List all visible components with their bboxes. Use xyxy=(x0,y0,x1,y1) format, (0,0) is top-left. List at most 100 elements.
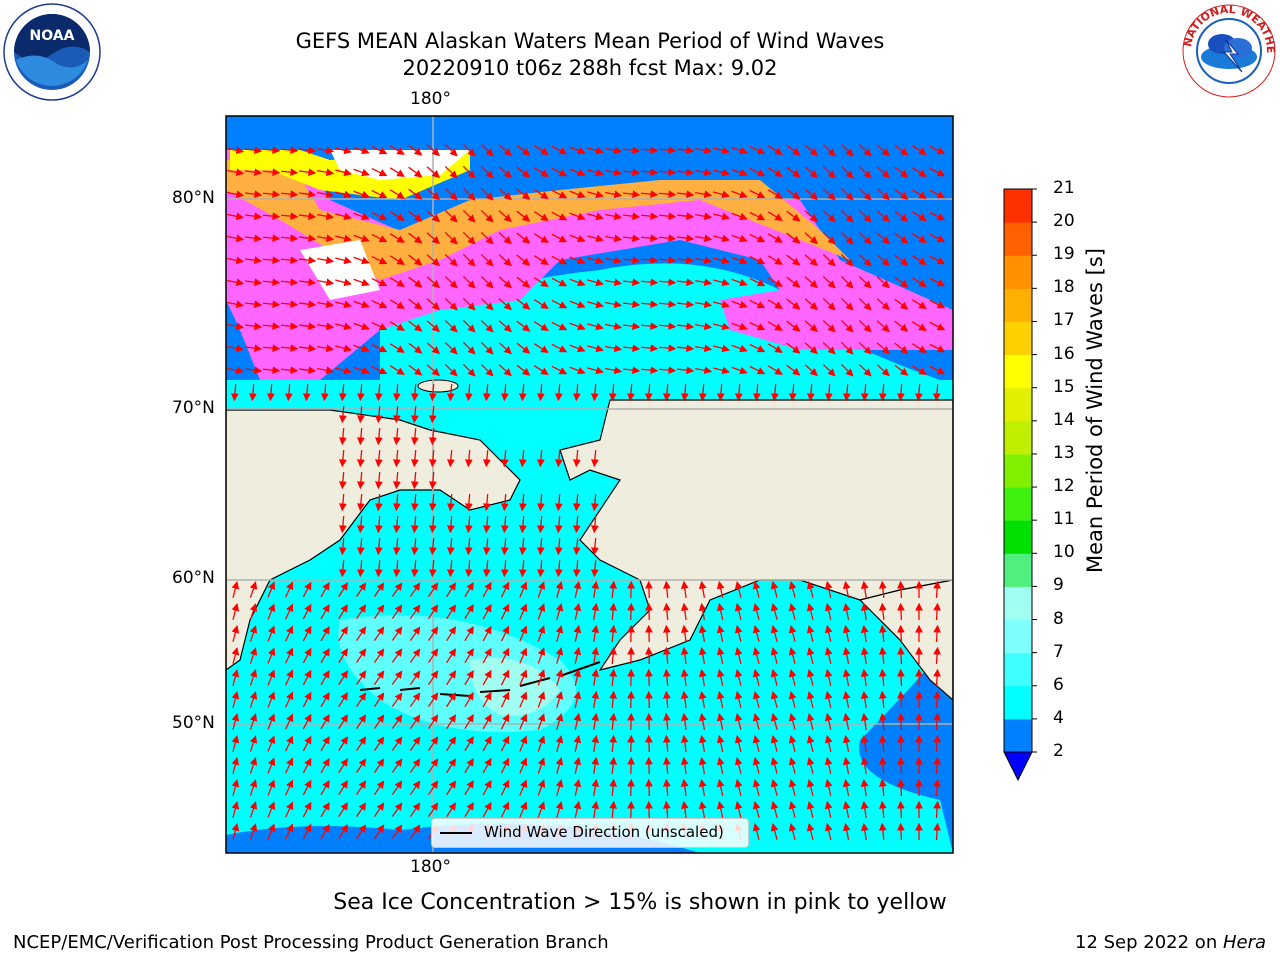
wind-wave-arrow xyxy=(554,515,563,534)
wind-wave-arrow xyxy=(446,515,455,534)
wind-wave-arrow xyxy=(786,364,801,376)
wind-wave-arrow xyxy=(244,366,263,375)
wind-wave-arrow xyxy=(317,256,335,265)
wind-wave-arrow xyxy=(444,253,458,267)
wind-wave-arrow xyxy=(356,670,367,686)
wind-wave-arrow xyxy=(640,190,659,199)
wind-wave-arrow xyxy=(752,713,761,730)
wind-wave-arrow xyxy=(249,823,258,840)
wind-wave-arrows xyxy=(227,143,946,841)
wind-wave-arrow xyxy=(767,211,783,221)
wind-wave-arrow xyxy=(554,493,563,512)
wind-wave-arrow xyxy=(338,802,348,818)
wind-wave-arrow xyxy=(227,366,245,375)
wind-wave-arrow xyxy=(285,669,294,686)
wind-wave-arrow xyxy=(752,823,761,840)
wind-wave-arrow xyxy=(500,449,509,468)
wind-wave-arrow xyxy=(302,801,312,818)
wind-wave-arrow xyxy=(482,713,492,730)
wind-wave-arrow xyxy=(389,365,405,375)
map-frame xyxy=(225,115,954,854)
wind-wave-arrow xyxy=(320,801,330,818)
wind-wave-arrow xyxy=(298,168,317,177)
wind-wave-arrow xyxy=(876,254,890,267)
wind-wave-arrow xyxy=(662,602,671,621)
wind-wave-arrow xyxy=(804,210,818,223)
wind-wave-arrow xyxy=(446,604,457,620)
wind-wave-arrow xyxy=(249,691,258,708)
wind-wave-arrow xyxy=(860,580,869,599)
wind-wave-arrow xyxy=(929,189,946,199)
wind-wave-arrow xyxy=(516,276,531,288)
wind-wave-arrow xyxy=(298,278,317,287)
wind-wave-arrow xyxy=(662,624,671,643)
wind-wave-arrow xyxy=(249,713,258,730)
wind-wave-arrow xyxy=(464,648,474,664)
wind-wave-arrow xyxy=(555,669,564,686)
wind-wave-arrow xyxy=(353,190,370,199)
wind-wave-arrow xyxy=(338,604,348,620)
wind-wave-arrow xyxy=(676,344,695,353)
wind-wave-arrow xyxy=(248,383,257,402)
wind-wave-arrow xyxy=(587,212,604,221)
wind-wave-arrow xyxy=(590,493,599,512)
wind-wave-arrow xyxy=(749,321,766,331)
wind-wave-arrow xyxy=(824,822,833,840)
wind-wave-arrow xyxy=(806,690,815,708)
wind-wave-arrow xyxy=(590,559,599,578)
wind-wave-arrow xyxy=(227,234,245,243)
wind-wave-arrow xyxy=(537,779,546,796)
wind-wave-arrow xyxy=(591,602,600,621)
wind-wave-arrow xyxy=(658,146,677,155)
wind-wave-arrow xyxy=(480,231,494,245)
wind-wave-arrow xyxy=(480,209,494,223)
wind-wave-arrow xyxy=(392,559,401,578)
wind-wave-arrow xyxy=(658,278,677,287)
wind-wave-arrow xyxy=(573,778,582,796)
wind-wave-arrow xyxy=(554,537,563,556)
wind-wave-arrow xyxy=(267,603,276,620)
wind-wave-arrow xyxy=(500,735,510,752)
wind-wave-arrow xyxy=(858,297,872,311)
wind-wave-arrow xyxy=(680,668,689,687)
wind-wave-arrow xyxy=(749,299,766,309)
wind-wave-arrow xyxy=(551,233,568,243)
wind-wave-arrow xyxy=(498,188,512,201)
wind-wave-arrow xyxy=(285,713,294,730)
wind-wave-arrow xyxy=(860,383,869,402)
wind-wave-arrow xyxy=(894,364,909,376)
wind-wave-arrow xyxy=(353,256,370,265)
wind-wave-arrow xyxy=(662,668,671,687)
wind-wave-arrow xyxy=(262,256,281,265)
wind-wave-arrow xyxy=(716,734,725,752)
wind-wave-arrow xyxy=(335,234,353,243)
wind-wave-arrow xyxy=(356,427,365,446)
lon-label-bottom: 180° xyxy=(410,857,451,877)
wind-wave-arrow xyxy=(262,300,281,309)
wind-wave-arrow xyxy=(569,190,586,199)
wind-wave-arrow xyxy=(822,209,836,223)
wind-wave-arrow xyxy=(446,559,455,578)
lat-label-70: 70°N xyxy=(172,398,215,418)
wind-wave-arrow xyxy=(516,188,531,200)
wind-wave-arrow xyxy=(569,234,586,243)
wind-wave-arrow xyxy=(371,277,388,287)
wind-wave-arrow xyxy=(734,646,743,664)
wind-wave-arrow xyxy=(446,802,457,818)
wind-wave-arrow xyxy=(428,493,437,512)
wind-wave-arrow xyxy=(231,756,240,774)
wind-wave-arrow xyxy=(317,234,335,243)
wind-wave-arrow xyxy=(391,780,403,795)
wind-wave-arrow xyxy=(285,823,294,840)
wind-wave-arrow xyxy=(498,342,512,355)
wind-wave-arrow xyxy=(537,647,546,664)
wind-wave-arrow xyxy=(878,646,887,665)
wind-wave-arrow xyxy=(752,779,761,796)
wind-wave-arrow xyxy=(464,604,474,620)
wind-wave-arrow xyxy=(500,779,510,796)
wind-wave-arrow xyxy=(338,692,348,708)
wind-wave-arrow xyxy=(231,690,240,708)
wind-wave-arrow xyxy=(551,299,568,309)
wind-wave-arrow xyxy=(353,234,370,243)
wind-wave-arrow xyxy=(317,146,335,155)
